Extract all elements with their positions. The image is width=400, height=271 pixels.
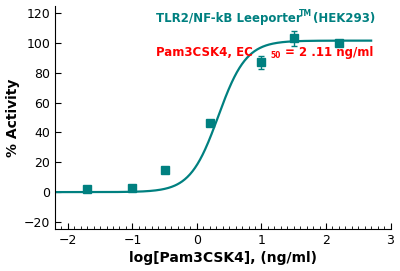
Text: Pam3CSK4, EC: Pam3CSK4, EC [156,46,252,59]
Y-axis label: % Activity: % Activity [6,78,20,157]
Text: 50: 50 [271,51,281,60]
Text: TM: TM [299,9,312,18]
Text: TLR2/NF-kB Leeporter: TLR2/NF-kB Leeporter [156,12,301,25]
Text: = 2 .11 ng/ml: = 2 .11 ng/ml [285,46,373,59]
X-axis label: log[Pam3CSK4], (ng/ml): log[Pam3CSK4], (ng/ml) [129,251,317,265]
Text: (HEK293): (HEK293) [312,12,375,25]
